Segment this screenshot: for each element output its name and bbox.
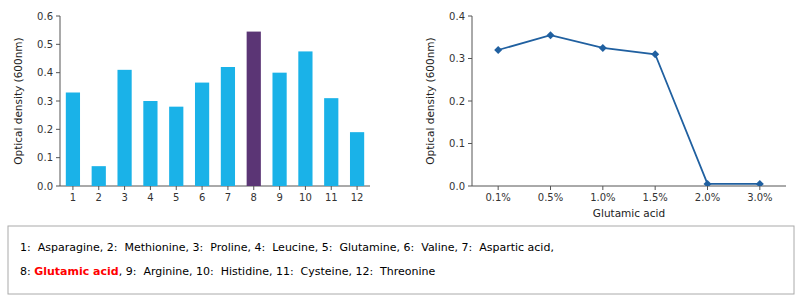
x-tick-label: 1.5% — [642, 192, 667, 203]
x-tick — [655, 186, 656, 190]
chart-bar: 0.00.10.20.30.40.50.6123456789101112Opti… — [12, 11, 370, 204]
y-tick-label: 0.1 — [449, 138, 465, 149]
x-tick — [176, 186, 177, 190]
x-tick-label: 7 — [225, 192, 231, 203]
y-tick-label: 0.6 — [37, 11, 53, 22]
x-tick-label: 3.0% — [747, 192, 772, 203]
x-tick — [498, 186, 499, 190]
annotation: 8: — [20, 265, 34, 278]
x-tick — [253, 186, 254, 190]
x-tick — [227, 186, 228, 190]
y-tick-label: 0.3 — [449, 53, 465, 64]
y-tick — [56, 16, 60, 17]
y-tick — [468, 58, 472, 59]
bar — [221, 67, 235, 186]
y-tick — [56, 44, 60, 45]
annotation-line: 1: Asparagine, 2: Methionine, 3: Proline… — [20, 241, 554, 254]
point — [651, 50, 659, 58]
x-tick — [150, 186, 151, 190]
line — [498, 35, 760, 184]
x-tick — [72, 186, 73, 190]
y-tick — [56, 72, 60, 73]
y-tick — [56, 101, 60, 102]
y-tick — [56, 129, 60, 130]
x-tick — [331, 186, 332, 190]
y-tick — [468, 101, 472, 102]
x-tick-label: 11 — [325, 192, 338, 203]
bar — [117, 70, 131, 186]
x-tick-label: 0.1% — [485, 192, 510, 203]
y-tick — [468, 186, 472, 187]
y-tick-label: 0.4 — [37, 67, 53, 78]
annotation: 1: Asparagine, 2: Methionine, 3: Proline… — [20, 241, 554, 254]
point — [599, 44, 607, 52]
point — [494, 46, 502, 54]
x-tick-label: 6 — [199, 192, 205, 203]
y-tick — [56, 186, 60, 187]
chart-line: 0.0 0.1 0.2 0.3 0.4 0.1% 0.5% 1.0% 1.5% 2.0% 3.0% O… — [424, 11, 786, 220]
x-tick-label: 4 — [147, 192, 153, 203]
bar — [66, 93, 80, 187]
point — [547, 31, 555, 39]
y-tick — [56, 157, 60, 158]
y-axis-label: Optical density (600nm) — [12, 37, 24, 164]
x-tick-label: 1 — [70, 192, 76, 203]
bar — [169, 107, 183, 186]
bar — [350, 132, 364, 186]
y-tick-label: 0.2 — [449, 96, 465, 107]
y-tick-label: 0.1 — [37, 152, 53, 163]
bar — [298, 51, 312, 186]
point — [704, 180, 712, 186]
bar — [247, 32, 261, 186]
y-axis — [472, 16, 473, 186]
bar — [92, 166, 106, 186]
x-tick — [202, 186, 203, 190]
x-tick-label: 8 — [251, 192, 257, 203]
x-tick-label: 2 — [96, 192, 102, 203]
chart-canvas: 0.00.10.20.30.40.50.6123456789101112Opti… — [0, 0, 802, 303]
x-tick-label: 12 — [351, 192, 364, 203]
x-tick — [124, 186, 125, 190]
bar — [195, 83, 209, 186]
x-tick — [98, 186, 99, 190]
annotation-frame — [8, 226, 794, 294]
y-tick — [468, 16, 472, 17]
x-tick-label: 10 — [299, 192, 312, 203]
y-tick-label: 0.2 — [37, 124, 53, 135]
x-axis — [60, 186, 370, 187]
y-tick-label: 0.3 — [37, 96, 53, 107]
annotation-line: 8: Glutamic acid, 9: Arginine, 10: Histi… — [20, 265, 436, 278]
y-tick-label: 0.0 — [449, 181, 465, 192]
bar — [324, 98, 338, 186]
x-tick — [357, 186, 358, 190]
marks — [494, 31, 764, 186]
x-axis — [472, 186, 786, 187]
annotation-box: 1: Asparagine, 2: Methionine, 3: Proline… — [8, 226, 794, 294]
y-axis — [60, 16, 61, 186]
x-tick — [707, 186, 708, 190]
point — [756, 180, 764, 186]
x-tick — [279, 186, 280, 190]
x-axis-label: Glutamic acid — [593, 207, 665, 219]
annotation: Glutamic acid — [34, 265, 118, 278]
x-tick — [759, 186, 760, 190]
marks — [66, 32, 364, 186]
y-tick — [468, 143, 472, 144]
y-tick-label: 0.4 — [449, 11, 465, 22]
y-tick-label: 0.5 — [37, 39, 53, 50]
x-tick — [550, 186, 551, 190]
annotation: , 9: Arginine, 10: Histidine, 11: Cystei… — [119, 265, 436, 278]
bar — [272, 73, 286, 186]
x-tick-label: 1.0% — [590, 192, 615, 203]
x-tick-label: 5 — [173, 192, 179, 203]
x-tick — [305, 186, 306, 190]
x-tick-label: 0.5% — [538, 192, 563, 203]
x-tick-label: 2.0% — [695, 192, 720, 203]
x-tick-label: 9 — [276, 192, 282, 203]
x-tick-label: 3 — [121, 192, 127, 203]
x-tick — [602, 186, 603, 190]
y-tick-label: 0.0 — [37, 181, 53, 192]
bar — [143, 101, 157, 186]
y-axis-label: Optical density (600nm) — [424, 37, 436, 164]
